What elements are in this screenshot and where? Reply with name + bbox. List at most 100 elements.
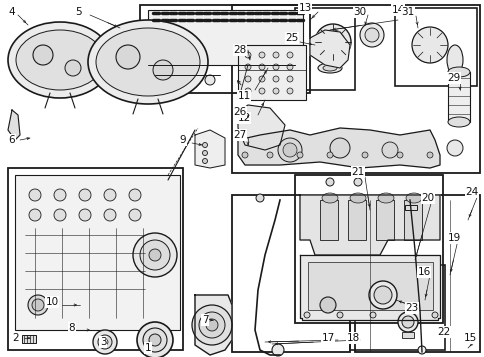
Circle shape bbox=[325, 178, 333, 186]
Circle shape bbox=[202, 142, 207, 147]
Polygon shape bbox=[309, 30, 349, 68]
Circle shape bbox=[320, 30, 344, 54]
Bar bbox=[238, 45, 305, 100]
Circle shape bbox=[136, 322, 173, 357]
Ellipse shape bbox=[447, 67, 469, 77]
Circle shape bbox=[359, 23, 383, 47]
Bar bbox=[403, 200, 421, 240]
Circle shape bbox=[329, 138, 349, 158]
Circle shape bbox=[272, 64, 278, 70]
Circle shape bbox=[287, 76, 292, 82]
Ellipse shape bbox=[321, 193, 337, 203]
Circle shape bbox=[152, 60, 173, 80]
Circle shape bbox=[267, 152, 272, 158]
Circle shape bbox=[65, 60, 81, 76]
Circle shape bbox=[426, 152, 432, 158]
Circle shape bbox=[29, 209, 41, 221]
Circle shape bbox=[368, 281, 396, 309]
Circle shape bbox=[149, 334, 161, 346]
Text: 4: 4 bbox=[9, 7, 15, 17]
Circle shape bbox=[417, 346, 425, 354]
Bar bbox=[447, 72, 469, 122]
Circle shape bbox=[431, 312, 437, 318]
Circle shape bbox=[202, 159, 207, 164]
Circle shape bbox=[140, 240, 170, 270]
Ellipse shape bbox=[8, 22, 112, 98]
Text: 21: 21 bbox=[350, 167, 364, 177]
Text: 23: 23 bbox=[405, 303, 418, 313]
Circle shape bbox=[33, 45, 53, 65]
Bar bbox=[319, 200, 337, 240]
Circle shape bbox=[240, 75, 249, 85]
Circle shape bbox=[272, 76, 278, 82]
Bar bbox=[401, 332, 413, 338]
Circle shape bbox=[143, 328, 166, 352]
Text: 12: 12 bbox=[237, 113, 250, 123]
Text: 14: 14 bbox=[391, 5, 404, 15]
Ellipse shape bbox=[318, 63, 341, 73]
Bar bbox=[231, 5, 479, 173]
Ellipse shape bbox=[377, 193, 393, 203]
Text: 1: 1 bbox=[144, 343, 151, 353]
Circle shape bbox=[102, 339, 108, 345]
Text: 11: 11 bbox=[237, 91, 250, 101]
Text: 2: 2 bbox=[13, 333, 19, 343]
Text: 3: 3 bbox=[100, 337, 106, 347]
Bar bbox=[140, 5, 309, 93]
Circle shape bbox=[32, 299, 44, 311]
Text: 19: 19 bbox=[446, 233, 460, 243]
Circle shape bbox=[79, 209, 91, 221]
Ellipse shape bbox=[349, 193, 365, 203]
Circle shape bbox=[336, 312, 342, 318]
Text: 25: 25 bbox=[285, 33, 298, 43]
Circle shape bbox=[29, 189, 41, 201]
Circle shape bbox=[242, 152, 247, 158]
Circle shape bbox=[129, 189, 141, 201]
Text: 9: 9 bbox=[179, 135, 186, 145]
Bar bbox=[354, 195, 479, 352]
Circle shape bbox=[364, 28, 378, 42]
Circle shape bbox=[277, 138, 302, 162]
Bar bbox=[294, 175, 442, 323]
Circle shape bbox=[198, 312, 225, 338]
Text: 27: 27 bbox=[233, 130, 246, 140]
Polygon shape bbox=[8, 110, 20, 140]
Bar bbox=[294, 8, 354, 90]
Circle shape bbox=[287, 64, 292, 70]
Bar bbox=[15, 175, 180, 330]
Circle shape bbox=[411, 27, 447, 63]
Circle shape bbox=[54, 189, 66, 201]
Circle shape bbox=[361, 152, 367, 158]
Circle shape bbox=[28, 295, 48, 315]
Text: 24: 24 bbox=[465, 187, 478, 197]
Text: 28: 28 bbox=[233, 45, 246, 55]
Text: 30: 30 bbox=[353, 7, 366, 17]
Ellipse shape bbox=[16, 30, 104, 90]
Polygon shape bbox=[238, 105, 285, 150]
Polygon shape bbox=[238, 128, 439, 168]
Circle shape bbox=[258, 52, 264, 58]
Circle shape bbox=[244, 88, 251, 94]
Text: 22: 22 bbox=[437, 327, 450, 337]
Circle shape bbox=[170, 75, 180, 85]
Bar bbox=[349, 265, 444, 350]
Ellipse shape bbox=[405, 193, 421, 203]
Circle shape bbox=[133, 233, 177, 277]
Polygon shape bbox=[300, 255, 439, 320]
Text: 6: 6 bbox=[9, 135, 15, 145]
Text: 15: 15 bbox=[462, 333, 476, 343]
Circle shape bbox=[129, 209, 141, 221]
Circle shape bbox=[54, 209, 66, 221]
Circle shape bbox=[116, 45, 140, 69]
Bar bbox=[375, 200, 393, 240]
Circle shape bbox=[244, 64, 251, 70]
Circle shape bbox=[272, 344, 284, 356]
Text: 18: 18 bbox=[346, 333, 359, 343]
Circle shape bbox=[353, 178, 361, 186]
Bar bbox=[348, 200, 365, 240]
Circle shape bbox=[258, 76, 264, 82]
Circle shape bbox=[256, 194, 263, 202]
Polygon shape bbox=[195, 130, 225, 168]
Circle shape bbox=[258, 88, 264, 94]
Text: 5: 5 bbox=[75, 7, 81, 17]
